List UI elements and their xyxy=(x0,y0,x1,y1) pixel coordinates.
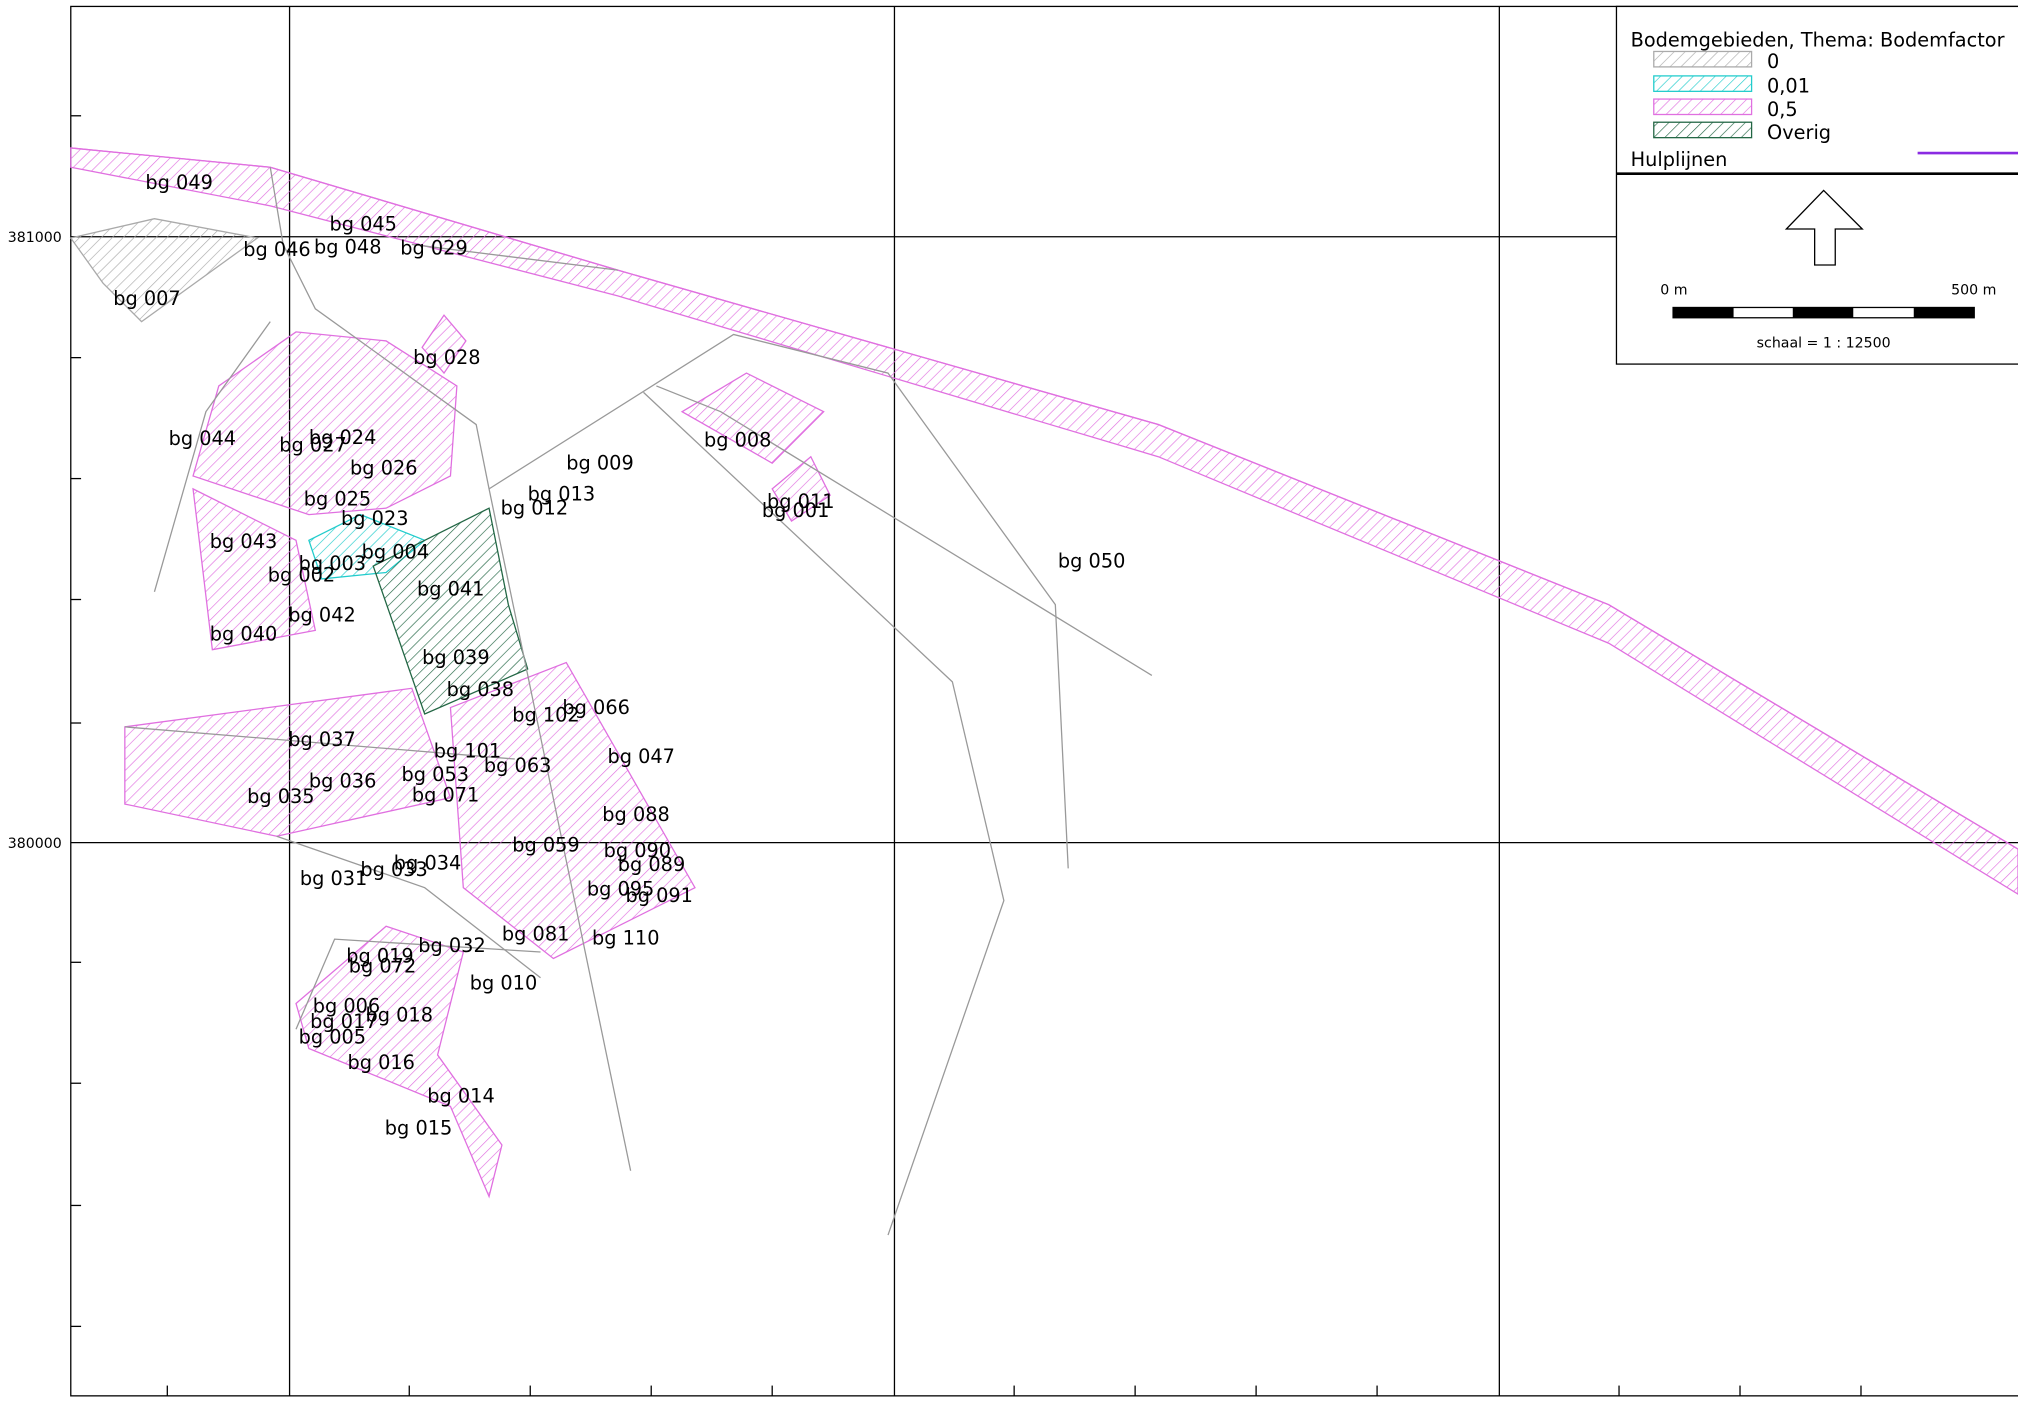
area-label: bg 046 xyxy=(243,238,310,261)
area-label: bg 045 xyxy=(329,212,396,235)
area-label: bg 044 xyxy=(169,427,236,450)
area-label: bg 015 xyxy=(385,1117,452,1140)
area-label: bg 110 xyxy=(592,926,659,949)
area-label: bg 050 xyxy=(1058,549,1125,572)
area-label: bg 009 xyxy=(566,452,633,475)
area-label: bg 001 xyxy=(762,499,829,522)
area-label: bg 007 xyxy=(113,287,180,310)
area-label: bg 018 xyxy=(366,1003,433,1026)
area-label: bg 032 xyxy=(418,934,485,957)
area-label: bg 040 xyxy=(210,623,277,646)
area-label: bg 014 xyxy=(427,1085,494,1108)
legend-item: 0,01 xyxy=(1767,75,1810,98)
scale-end: 500 m xyxy=(1951,283,1996,299)
area-label: bg 091 xyxy=(625,884,692,907)
area-label: bg 010 xyxy=(470,971,537,994)
area-label: bg 043 xyxy=(210,530,277,553)
area-label: bg 071 xyxy=(412,783,479,806)
area-label: bg 031 xyxy=(300,867,367,890)
area-label: bg 066 xyxy=(562,696,629,719)
scale-start: 0 m xyxy=(1660,283,1687,299)
area-label: bg 033 xyxy=(360,858,427,881)
map: bg 049 bg 045 bg 046bg 048 bg 029 bg 007 bg 0… xyxy=(0,0,2018,1401)
area-label: bg 012 xyxy=(501,497,568,520)
area-label: bg 008 xyxy=(704,428,771,451)
area-label: bg 002 xyxy=(268,564,335,587)
area-label: bg 042 xyxy=(288,603,355,626)
area-label: bg 039 xyxy=(422,646,489,669)
legend: Bodemgebieden, Thema: Bodemfactor 0 0,01… xyxy=(1616,6,2018,364)
legend-title: Bodemgebieden, Thema: Bodemfactor xyxy=(1631,28,2005,51)
legend-item: 0 xyxy=(1767,50,1779,73)
area-label: bg 072 xyxy=(349,955,416,978)
area-label: bg 024 xyxy=(309,426,376,449)
area-label: bg 037 xyxy=(288,728,355,751)
area-label: bg 047 xyxy=(607,745,674,768)
area-label: bg 023 xyxy=(341,507,408,530)
legend-item: 0,5 xyxy=(1767,98,1798,121)
legend-lines: Hulplijnen xyxy=(1631,148,1728,171)
area-label: bg 063 xyxy=(484,754,551,777)
area-label: bg 016 xyxy=(347,1051,414,1074)
area-label: bg 035 xyxy=(247,785,314,808)
area-label: bg 053 xyxy=(402,763,469,786)
area-label: bg 088 xyxy=(602,803,669,826)
area-label: bg 029 xyxy=(400,237,467,260)
area-label: bg 005 xyxy=(299,1025,366,1048)
area-label: bg 059 xyxy=(512,834,579,857)
area-label: bg 004 xyxy=(362,540,429,563)
area-label: bg 028 xyxy=(413,346,480,369)
area-label: bg 049 xyxy=(145,171,212,194)
scale-ratio: schaal = 1 : 12500 xyxy=(1757,335,1891,351)
y-label: 380000 xyxy=(8,836,62,852)
area-label: bg 036 xyxy=(309,769,376,792)
area-label: bg 041 xyxy=(417,578,484,601)
legend-item: Overig xyxy=(1767,121,1831,144)
area-label: bg 089 xyxy=(618,853,685,876)
area-label: bg 026 xyxy=(350,457,417,480)
area-label: bg 048 xyxy=(314,235,381,258)
area-label: bg 038 xyxy=(447,678,514,701)
area-label: bg 081 xyxy=(502,922,569,945)
y-label: 381000 xyxy=(8,230,62,246)
